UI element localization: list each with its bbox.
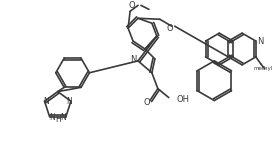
Text: O: O bbox=[144, 98, 150, 107]
Text: O: O bbox=[129, 1, 135, 10]
Text: N: N bbox=[44, 97, 49, 106]
Text: N: N bbox=[130, 55, 136, 64]
Text: N: N bbox=[66, 97, 72, 106]
Text: N: N bbox=[50, 113, 56, 122]
Text: N: N bbox=[60, 113, 66, 122]
Text: H: H bbox=[56, 115, 61, 124]
Text: N: N bbox=[258, 37, 264, 46]
Text: OH: OH bbox=[177, 95, 190, 104]
Text: methyl: methyl bbox=[253, 66, 272, 71]
Text: O: O bbox=[166, 24, 173, 33]
